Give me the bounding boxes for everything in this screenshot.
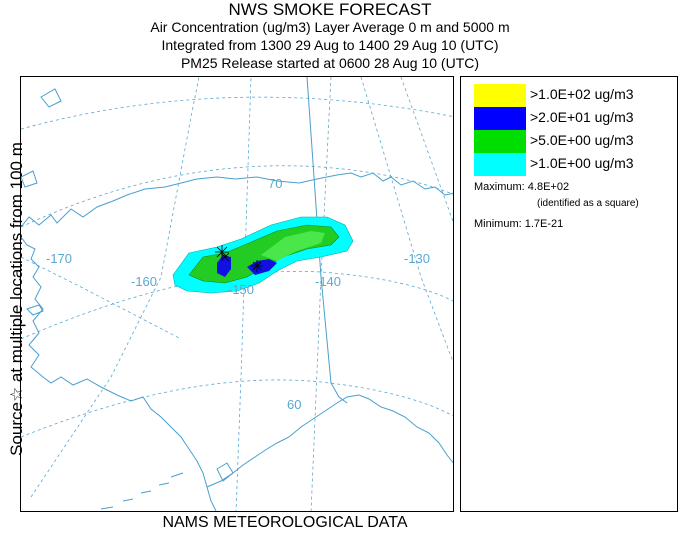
meteorological-data-label: NAMS METEOROLOGICAL DATA <box>162 514 408 531</box>
legend-label-100: >1.0E+02 ug/m3 <box>530 86 634 102</box>
concentration-subtitle: Air Concentration (ug/m3) Layer Average … <box>150 19 510 35</box>
meridian-150 <box>235 77 252 511</box>
forecast-title: NWS SMOKE FORECAST <box>228 0 432 19</box>
integration-period: Integrated from 1300 29 Aug to 1400 29 A… <box>161 37 499 53</box>
legend-swatch-yellow <box>474 84 526 107</box>
concentration-legend: >1.0E+02 ug/m3 >2.0E+01 ug/m3 >5.0E+00 u… <box>460 76 678 512</box>
lon-label-160: -160 <box>131 274 157 289</box>
lon-label-150: -150 <box>228 282 254 297</box>
northwest-islands <box>21 88 62 188</box>
source-star-2 <box>220 252 230 262</box>
graticule <box>21 77 453 511</box>
lon-label-140: -140 <box>315 274 341 289</box>
source-star-1 <box>215 245 229 259</box>
lon-label-130: -130 <box>404 251 430 266</box>
smoke-plume <box>172 216 354 294</box>
parallel-70 <box>21 165 453 228</box>
legend-label-1: >1.0E+00 ug/m3 <box>530 155 634 171</box>
lon-label-170: -170 <box>46 251 72 266</box>
legend-label-5: >5.0E+00 ug/m3 <box>530 132 634 148</box>
meridian-170 <box>21 256 182 340</box>
smoke-map[interactable]: -170 -160 -150 -140 -130 70 60 <box>20 76 454 512</box>
source-markers <box>215 245 263 272</box>
meridian-120 <box>400 77 453 223</box>
maximum-label: Maximum: <box>474 181 525 193</box>
kodiak-island <box>216 462 234 482</box>
map-canvas[interactable]: -170 -160 -150 -140 -130 70 60 <box>21 77 454 512</box>
legend-swatch-green <box>474 130 526 153</box>
meridian-160 <box>30 77 200 498</box>
minimum-stat: Minimum: 1.7E-21 <box>474 218 563 230</box>
legend-label-20: >2.0E+01 ug/m3 <box>530 109 634 125</box>
meridian-140 <box>310 77 332 511</box>
alaska-coast <box>21 172 453 511</box>
maximum-note: (identified as a square) <box>537 198 639 209</box>
minimum-label: Minimum: <box>474 218 522 230</box>
st-lawrence-island <box>26 304 44 316</box>
minimum-value: 1.7E-21 <box>524 218 564 230</box>
aleutian-islands <box>100 472 184 510</box>
plume-light-green <box>261 231 325 261</box>
source-star-3 <box>251 260 263 272</box>
maximum-value: 4.8E+02 <box>527 181 570 193</box>
parallel-75 <box>21 96 453 130</box>
lat-label-70: 70 <box>268 176 282 191</box>
source-side-label: Source☆ at multiple locations from 100 m <box>0 0 26 532</box>
legend-swatch-cyan <box>474 153 526 176</box>
release-info: PM25 Release started at 0600 28 Aug 10 (… <box>180 55 480 71</box>
parallel-65 <box>21 271 453 340</box>
alaska-canada-border <box>306 77 348 404</box>
plume-blue-west <box>217 255 231 277</box>
parallel-60 <box>21 379 453 438</box>
legend-swatch-blue <box>474 107 526 130</box>
lat-label-60: 60 <box>287 397 301 412</box>
meridian-130 <box>360 77 453 363</box>
maximum-stat: Maximum: 4.8E+02 <box>474 181 569 193</box>
coastline <box>21 88 453 511</box>
